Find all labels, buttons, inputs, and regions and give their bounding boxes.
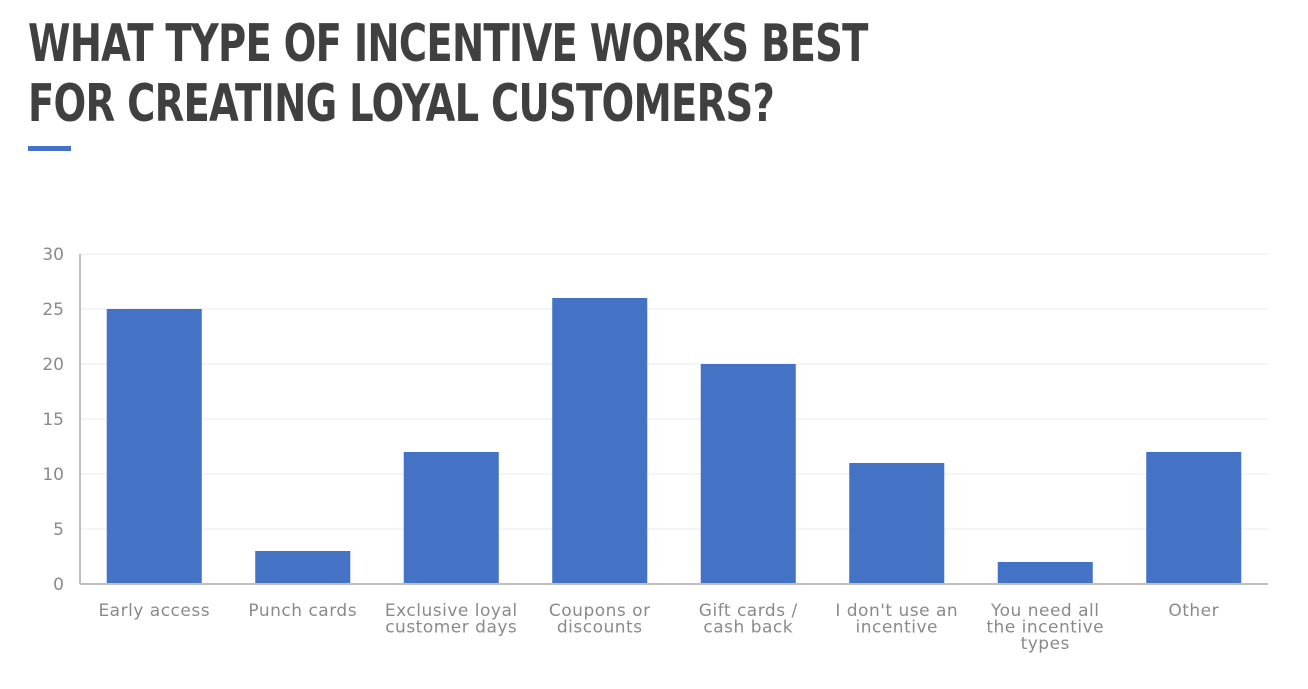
bar (849, 463, 945, 584)
category-label: You need all the incentive types (986, 601, 1104, 654)
y-tick-labels: 0 5 10 15 20 25 30 (42, 245, 64, 595)
bars (106, 298, 1242, 584)
page-title: What type of incentive works best for cr… (28, 14, 868, 134)
category-label-line: Other (1168, 601, 1219, 621)
y-tick-label: 5 (53, 520, 64, 540)
category-label: Gift cards / cash back (699, 601, 798, 638)
y-tick-label: 20 (42, 355, 64, 375)
y-tick-label: 15 (42, 410, 64, 430)
bar (255, 551, 351, 584)
category-label-line: Coupons or (549, 601, 651, 621)
title-accent-bar (28, 146, 71, 151)
category-label: Other (1168, 601, 1219, 621)
bar (552, 298, 648, 584)
page-title-line-2: for creating loyal customers? (28, 74, 775, 134)
category-label: Punch cards (248, 601, 357, 621)
axes (79, 254, 1268, 585)
page-title-line-1: What type of incentive works best (28, 14, 868, 74)
category-labels: Early access Punch cards Exclusive loyal cu… (98, 601, 1219, 654)
bar (403, 452, 499, 584)
gridlines (80, 253, 1268, 530)
bar (997, 562, 1093, 584)
category-label-line: Punch cards (248, 601, 357, 621)
bar (106, 309, 202, 584)
y-tick-label: 25 (42, 300, 64, 320)
category-label-line: Exclusive loyal (385, 601, 518, 621)
category-label-line: Gift cards / (699, 601, 798, 621)
category-label: I don't use an incentive (835, 601, 958, 638)
category-label-line: customer days (385, 618, 517, 638)
category-label-line: incentive (856, 618, 939, 638)
category-label: Early access (98, 601, 210, 621)
y-tick-label: 0 (53, 575, 64, 595)
bar (700, 364, 796, 584)
category-label-line: types (1021, 634, 1070, 654)
bar (1146, 452, 1242, 584)
category-label-line: cash back (703, 618, 793, 638)
category-label-line: You need all (990, 601, 1099, 621)
category-label-line: Early access (98, 601, 210, 621)
category-label-line: the incentive (986, 618, 1104, 638)
category-label: Exclusive loyal customer days (385, 601, 518, 638)
category-label: Coupons or discounts (549, 601, 651, 638)
category-label-line: I don't use an (835, 601, 958, 621)
y-tick-label: 10 (42, 465, 64, 485)
y-tick-label: 30 (42, 245, 64, 265)
category-label-line: discounts (557, 618, 643, 638)
